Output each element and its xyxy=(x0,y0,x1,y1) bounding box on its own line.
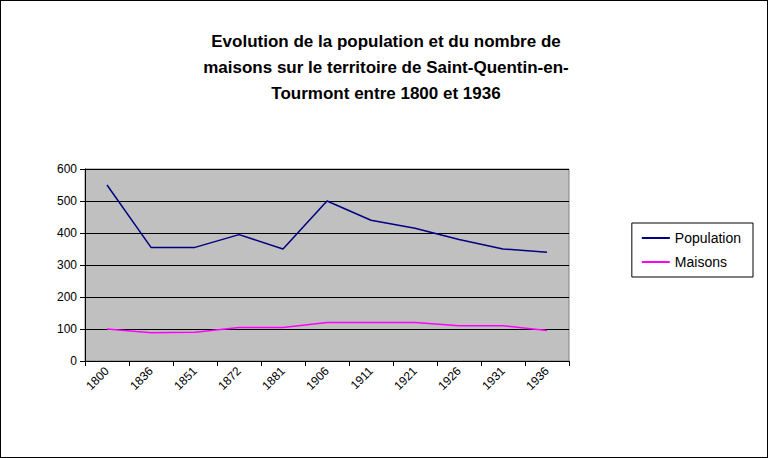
svg-text:maisons sur le territoire de S: maisons sur le territoire de Saint-Quent… xyxy=(203,58,569,77)
svg-text:Evolution de la population et: Evolution de la population et du nombre … xyxy=(211,32,560,51)
svg-text:1836: 1836 xyxy=(127,364,156,393)
svg-text:1800: 1800 xyxy=(83,364,112,393)
svg-text:200: 200 xyxy=(57,290,77,304)
svg-text:400: 400 xyxy=(57,226,77,240)
svg-text:1911: 1911 xyxy=(348,364,376,392)
svg-text:Tourmont entre 1800 et 1936: Tourmont entre 1800 et 1936 xyxy=(271,84,500,103)
svg-text:Maisons: Maisons xyxy=(675,254,727,270)
svg-text:300: 300 xyxy=(57,258,77,272)
svg-text:1851: 1851 xyxy=(171,364,200,393)
svg-text:1926: 1926 xyxy=(435,364,464,393)
svg-text:600: 600 xyxy=(57,162,77,176)
svg-text:Population: Population xyxy=(675,230,741,246)
svg-text:1936: 1936 xyxy=(523,364,552,393)
svg-text:0: 0 xyxy=(70,354,77,368)
svg-text:1931: 1931 xyxy=(479,364,508,393)
svg-text:1872: 1872 xyxy=(215,364,244,393)
svg-text:1881: 1881 xyxy=(259,364,288,393)
svg-text:1906: 1906 xyxy=(303,364,332,393)
svg-text:1921: 1921 xyxy=(391,364,420,393)
svg-text:100: 100 xyxy=(57,322,77,336)
svg-text:500: 500 xyxy=(57,194,77,208)
